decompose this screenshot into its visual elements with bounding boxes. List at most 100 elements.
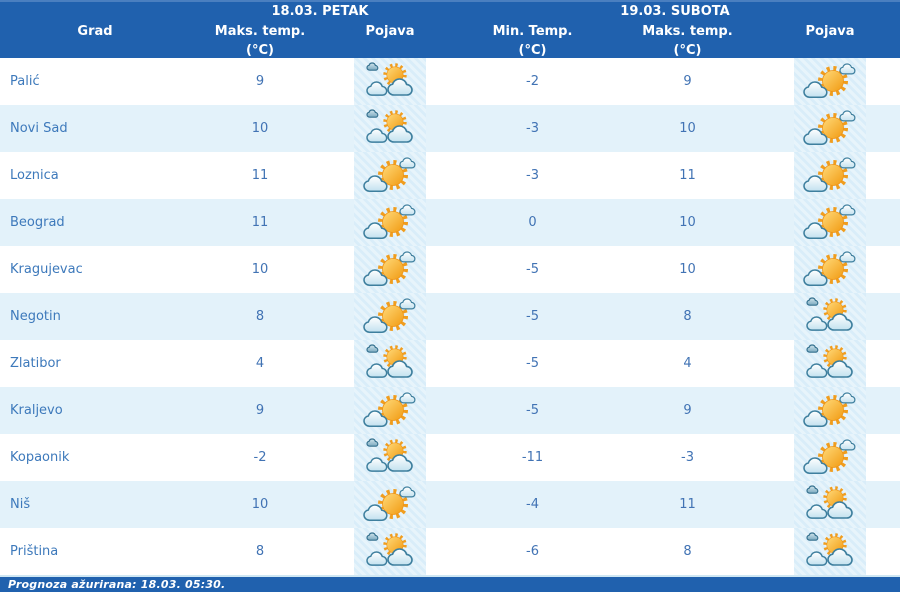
- city-name[interactable]: Priština: [10, 544, 59, 559]
- weather-icon-partly-sunny: [801, 438, 859, 478]
- sat-min-temp: -5: [526, 262, 539, 277]
- fri-appearance-cell: [330, 340, 450, 387]
- update-status: Prognoza ažurirana: 18.03. 05:30.: [8, 578, 226, 591]
- fri-max-temp: 10: [251, 121, 269, 136]
- sat-max-temp: 11: [679, 168, 696, 183]
- fri-icon-slot: [354, 387, 426, 434]
- fri-icon-slot: [354, 246, 426, 293]
- table-row: Zlatibor 4 -5 4: [0, 340, 900, 387]
- unit-label: (°C): [246, 43, 274, 58]
- city-name[interactable]: Palić: [10, 74, 40, 89]
- city-name[interactable]: Kopaonik: [10, 450, 70, 465]
- fri-max-temp: 4: [255, 356, 265, 371]
- city-name[interactable]: Loznica: [10, 168, 59, 183]
- fri-max-temp: 8: [255, 309, 265, 324]
- table-row: Priština 8 -6 8: [0, 528, 900, 575]
- sat-max-temp: 4: [683, 356, 692, 371]
- weather-icon-partly-sunny: [801, 203, 859, 243]
- sat-max-temp: 9: [683, 74, 692, 89]
- sat-appearance-cell: [760, 105, 900, 152]
- unit-label: (°C): [673, 43, 702, 58]
- weather-icon-mostly-cloudy: [361, 62, 419, 102]
- sat-appearance-cell: [760, 58, 900, 105]
- sat-min-temp: -2: [526, 74, 539, 89]
- fri-appearance-cell: [330, 199, 450, 246]
- city-name[interactable]: Kraljevo: [10, 403, 63, 418]
- weather-icon-mostly-cloudy: [801, 297, 859, 337]
- city-name[interactable]: Kragujevac: [10, 262, 83, 277]
- unit-label: (°C): [518, 43, 547, 58]
- table-row: Loznica 11 -3 11: [0, 152, 900, 199]
- table-row: Niš 10 -4 11: [0, 481, 900, 528]
- fri-max-temp: 11: [251, 168, 269, 183]
- sat-max-temp: 8: [683, 544, 692, 559]
- sat-min-temp: -4: [526, 497, 539, 512]
- weather-icon-partly-sunny: [801, 391, 859, 431]
- column-header-sat-appearance: Pojava: [805, 23, 855, 39]
- table-row: Kraljevo 9 -5 9: [0, 387, 900, 434]
- sat-icon-slot: [794, 340, 866, 387]
- sat-max-temp: 10: [679, 262, 696, 277]
- sat-min-temp: 0: [528, 215, 537, 230]
- weather-icon-partly-sunny: [801, 156, 859, 196]
- weather-icon-partly-sunny: [361, 297, 419, 337]
- fri-appearance-cell: [330, 105, 450, 152]
- sat-max-temp: 10: [679, 121, 696, 136]
- column-header-sat-max-temp: Maks. temp.: [642, 23, 733, 39]
- sat-appearance-cell: [760, 481, 900, 528]
- sat-icon-slot: [794, 105, 866, 152]
- city-name[interactable]: Novi Sad: [10, 121, 68, 136]
- fri-icon-slot: [354, 199, 426, 246]
- fri-icon-slot: [354, 105, 426, 152]
- sat-min-temp: -3: [526, 168, 539, 183]
- weather-icon-mostly-cloudy: [801, 532, 859, 572]
- column-header-fri-appearance: Pojava: [365, 23, 415, 39]
- sat-appearance-cell: [760, 293, 900, 340]
- weather-icon-partly-sunny: [801, 62, 859, 102]
- weather-icon-partly-sunny: [361, 250, 419, 290]
- sat-icon-slot: [794, 481, 866, 528]
- table-row: Negotin 8 -5 8: [0, 293, 900, 340]
- column-header-sat-min-temp: Min. Temp.: [492, 23, 573, 39]
- city-name[interactable]: Niš: [10, 497, 31, 512]
- weather-icon-partly-sunny: [361, 391, 419, 431]
- fri-appearance-cell: [330, 152, 450, 199]
- sat-max-temp: 8: [683, 309, 692, 324]
- sat-appearance-cell: [760, 246, 900, 293]
- sat-icon-slot: [794, 434, 866, 481]
- sat-appearance-cell: [760, 434, 900, 481]
- sat-icon-slot: [794, 293, 866, 340]
- sat-appearance-cell: [760, 152, 900, 199]
- weather-icon-mostly-cloudy: [361, 109, 419, 149]
- weather-icon-mostly-cloudy: [361, 438, 419, 478]
- weather-icon-mostly-cloudy: [361, 532, 419, 572]
- fri-max-temp: 9: [255, 403, 265, 418]
- fri-appearance-cell: [330, 481, 450, 528]
- sat-icon-slot: [794, 58, 866, 105]
- city-name[interactable]: Negotin: [10, 309, 61, 324]
- sat-min-temp: -3: [526, 121, 539, 136]
- city-name[interactable]: Beograd: [10, 215, 65, 230]
- sat-appearance-cell: [760, 340, 900, 387]
- fri-max-temp: 11: [251, 215, 269, 230]
- table-row: Beograd 11 0 10: [0, 199, 900, 246]
- table-row: Novi Sad 10 -3 10: [0, 105, 900, 152]
- sat-min-temp: -6: [526, 544, 539, 559]
- fri-icon-slot: [354, 528, 426, 575]
- fri-icon-slot: [354, 481, 426, 528]
- weather-icon-partly-sunny: [361, 156, 419, 196]
- fri-appearance-cell: [330, 293, 450, 340]
- table-row: Kragujevac 10 -5 10: [0, 246, 900, 293]
- fri-appearance-cell: [330, 246, 450, 293]
- fri-max-temp: 10: [251, 497, 269, 512]
- fri-appearance-cell: [330, 528, 450, 575]
- sat-min-temp: -11: [521, 450, 544, 465]
- sat-appearance-cell: [760, 199, 900, 246]
- sat-min-temp: -5: [526, 403, 539, 418]
- city-name[interactable]: Zlatibor: [10, 356, 61, 371]
- sat-icon-slot: [794, 152, 866, 199]
- sat-icon-slot: [794, 199, 866, 246]
- weather-icon-partly-sunny: [801, 250, 859, 290]
- fri-appearance-cell: [330, 387, 450, 434]
